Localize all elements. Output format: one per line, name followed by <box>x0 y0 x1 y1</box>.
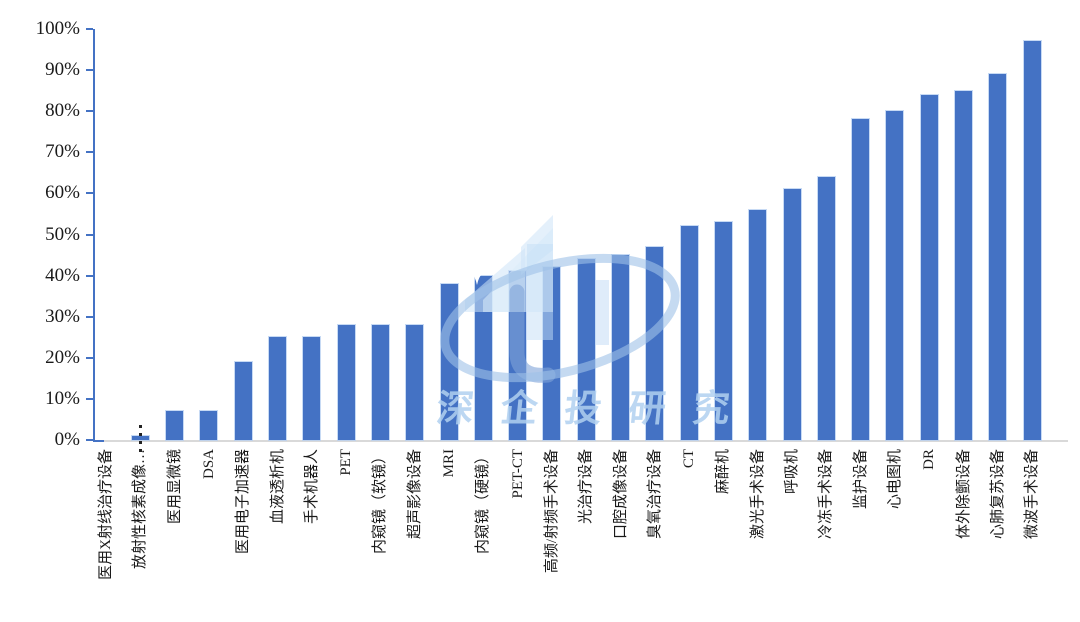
x-axis <box>93 440 1068 442</box>
x-category-label: 心肺复苏设备 <box>989 449 1006 540</box>
bar <box>406 324 424 440</box>
y-tick-label: 40% <box>45 264 80 286</box>
ellipsis-dots <box>139 441 143 444</box>
bar <box>200 411 218 440</box>
y-tick <box>86 397 93 400</box>
y-tick-label: 20% <box>45 346 80 368</box>
bar <box>817 176 835 440</box>
bar <box>371 324 389 440</box>
y-tick <box>86 356 93 359</box>
x-category-label: MRI <box>441 449 457 478</box>
axis-corner <box>93 440 104 442</box>
x-category-label: PET-CT <box>509 449 526 499</box>
y-tick <box>86 151 93 154</box>
x-category-label: 内窥镜（硬镜） <box>475 449 492 555</box>
y-tick <box>86 28 93 30</box>
bar <box>166 411 184 440</box>
y-tick <box>86 69 93 72</box>
x-category-label: CT <box>681 449 698 469</box>
x-category-label: DR <box>921 449 938 470</box>
y-tick-label: 0% <box>54 429 80 450</box>
y-tick-label: 90% <box>45 59 80 81</box>
bar <box>269 337 286 440</box>
x-category-label: 微波手术设备 <box>1024 449 1041 540</box>
x-category-label: 医用显微镜 <box>166 449 183 525</box>
y-tick <box>86 315 93 318</box>
bar <box>714 222 732 440</box>
y-tick <box>86 439 93 441</box>
y-tick-label: 100% <box>35 18 80 39</box>
y-tick <box>86 110 93 113</box>
x-category-label: 手术机器人 <box>303 449 320 525</box>
bar <box>989 74 1007 440</box>
ellipsis-dots <box>139 433 143 436</box>
y-tick-label: 80% <box>45 100 80 122</box>
x-category-label: 放射性核素成像… <box>132 449 149 570</box>
x-category-label: 医用X射线治疗设备 <box>98 449 114 580</box>
x-category-label: 冷冻手术设备 <box>818 449 835 540</box>
x-category-label: 口腔成像设备 <box>612 449 629 540</box>
y-tick <box>86 274 93 277</box>
x-category-label: 体外除颤设备 <box>955 449 972 540</box>
bar <box>234 361 252 440</box>
x-category-label: 超声影像设备 <box>406 449 423 540</box>
ellipsis-dots <box>139 449 143 452</box>
y-tick-label: 10% <box>45 387 80 409</box>
bar <box>852 119 870 440</box>
y-tick <box>86 233 93 236</box>
x-category-label: 血液透析机 <box>269 449 286 525</box>
y-tick-label: 30% <box>45 305 80 327</box>
x-category-label: DSA <box>200 449 217 480</box>
y-tick <box>86 192 93 195</box>
y-tick-label: 60% <box>45 182 80 204</box>
bar <box>886 111 904 440</box>
x-category-label: PET <box>338 449 355 476</box>
bar <box>920 94 938 440</box>
bar <box>783 189 801 440</box>
y-tick-label: 70% <box>45 141 80 163</box>
x-category-label: 高频/射频手术设备 <box>543 449 560 574</box>
x-category-label: 医用电子加速器 <box>235 449 252 555</box>
bar <box>1023 41 1041 440</box>
bar <box>955 90 972 440</box>
x-category-label: 臭氧治疗设备 <box>646 449 663 540</box>
x-category-label: 激光手术设备 <box>749 449 766 540</box>
x-category-label: 光治疗设备 <box>578 449 595 525</box>
y-axis <box>93 29 95 442</box>
x-category-label: 内窥镜（软镜） <box>372 449 389 555</box>
y-tick-label: 50% <box>45 223 80 245</box>
bar <box>749 209 767 440</box>
x-category-label: 监护设备 <box>852 449 869 510</box>
bar <box>337 324 355 440</box>
ellipsis-dots <box>139 425 143 428</box>
x-category-label: 呼吸机 <box>784 449 800 495</box>
bar <box>680 226 698 440</box>
watermark-text: 深企投研究 <box>434 389 759 430</box>
bar <box>131 435 149 440</box>
x-category-label: 麻醉机 <box>715 449 732 495</box>
bar <box>303 337 321 440</box>
x-category-label: 心电图机 <box>886 449 903 510</box>
